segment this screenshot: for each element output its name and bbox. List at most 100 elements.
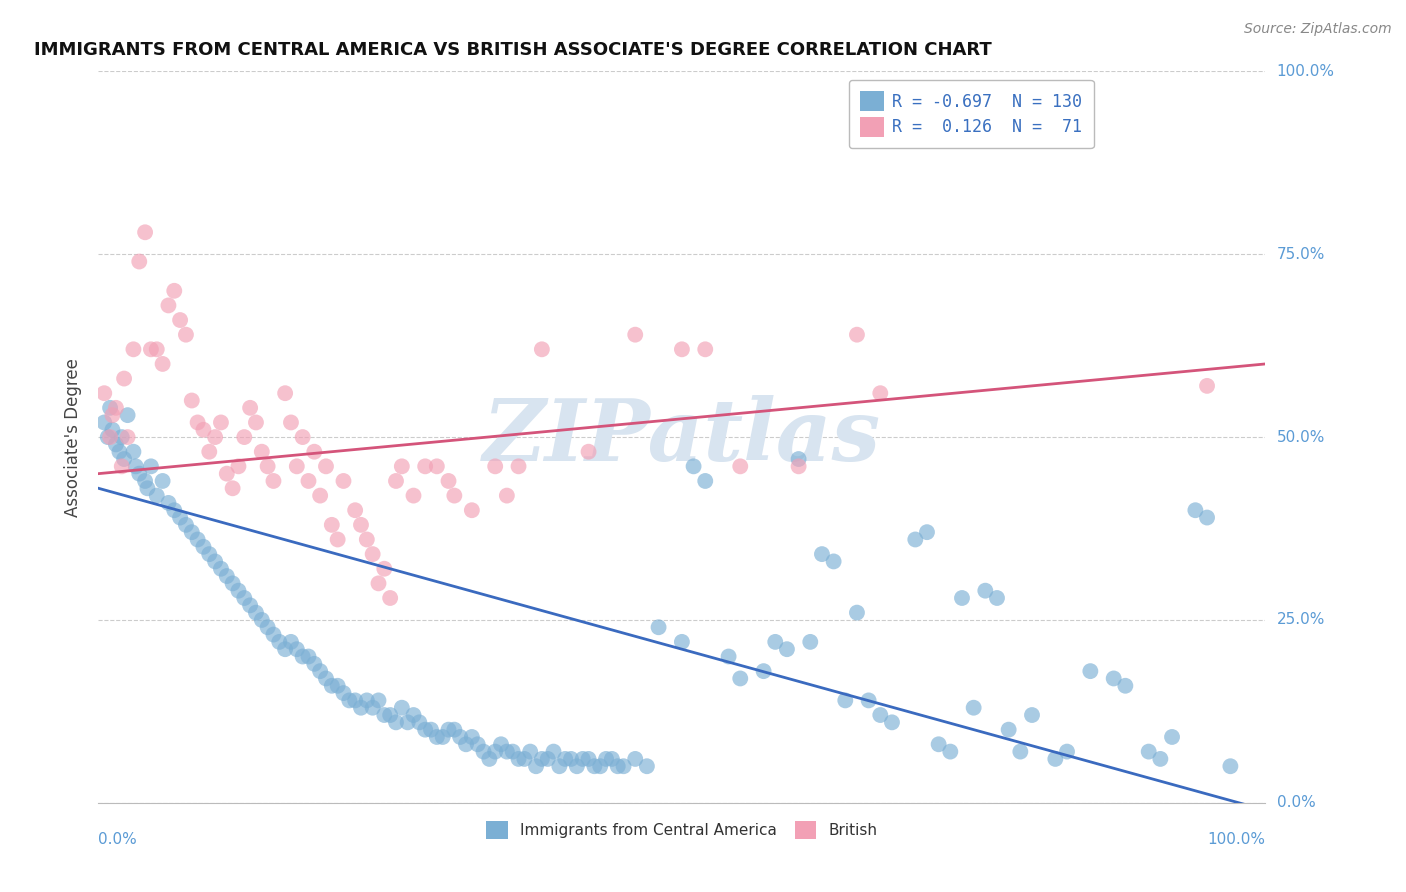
Point [600, 752, 623, 766]
Point [396, 715, 419, 730]
Point [513, 752, 536, 766]
Point [332, 474, 354, 488]
Point [157, 298, 180, 312]
Point [1219, 759, 1241, 773]
Point [350, 700, 373, 714]
Point [209, 562, 232, 576]
Point [215, 569, 238, 583]
Point [297, 474, 319, 488]
Point [437, 723, 460, 737]
Point [1149, 752, 1171, 766]
Point [420, 723, 443, 737]
Point [122, 444, 145, 458]
Point [624, 752, 647, 766]
Point [730, 459, 752, 474]
Point [1197, 379, 1219, 393]
Point [101, 408, 124, 422]
Point [326, 533, 349, 547]
Point [1114, 679, 1136, 693]
Point [974, 583, 997, 598]
Point [939, 745, 962, 759]
Point [108, 444, 131, 458]
Point [198, 444, 221, 458]
Point [128, 254, 150, 268]
Point [321, 517, 343, 532]
Point [1102, 672, 1125, 686]
Text: 75.0%: 75.0% [1277, 247, 1324, 261]
Point [695, 343, 717, 357]
Point [583, 759, 606, 773]
Point [467, 737, 489, 751]
Point [823, 554, 845, 568]
Point [606, 759, 628, 773]
Point [1161, 730, 1184, 744]
Point [461, 503, 484, 517]
Point [730, 672, 752, 686]
Point [315, 459, 337, 474]
Point [502, 745, 524, 759]
Point [256, 459, 278, 474]
Point [228, 583, 250, 598]
Point [682, 459, 704, 474]
Point [1137, 745, 1160, 759]
Point [304, 444, 326, 458]
Point [193, 423, 215, 437]
Point [221, 576, 243, 591]
Point [169, 510, 191, 524]
Point [799, 635, 821, 649]
Point [402, 708, 425, 723]
Point [752, 664, 775, 678]
Point [595, 752, 617, 766]
Point [280, 416, 302, 430]
Point [304, 657, 326, 671]
Point [986, 591, 1008, 605]
Point [245, 606, 267, 620]
Point [612, 759, 634, 773]
Point [169, 313, 191, 327]
Point [233, 591, 256, 605]
Point [950, 591, 973, 605]
Point [408, 715, 430, 730]
Point [134, 474, 156, 488]
Point [811, 547, 834, 561]
Point [1056, 745, 1078, 759]
Point [519, 745, 541, 759]
Point [928, 737, 950, 751]
Point [373, 708, 395, 723]
Point [380, 708, 402, 723]
Point [461, 730, 484, 744]
Point [285, 459, 308, 474]
Point [204, 430, 226, 444]
Point [239, 599, 262, 613]
Point [262, 627, 284, 641]
Point [101, 423, 124, 437]
Point [391, 459, 413, 474]
Point [1080, 664, 1102, 678]
Point [624, 327, 647, 342]
Point [1184, 503, 1206, 517]
Point [496, 489, 519, 503]
Point [198, 547, 221, 561]
Point [858, 693, 880, 707]
Point [426, 730, 449, 744]
Point [787, 452, 810, 467]
Point [163, 503, 186, 517]
Point [112, 371, 135, 385]
Point [437, 474, 460, 488]
Point [180, 393, 202, 408]
Point [157, 496, 180, 510]
Point [187, 416, 209, 430]
Point [187, 533, 209, 547]
Point [904, 533, 927, 547]
Text: 50.0%: 50.0% [1277, 430, 1324, 444]
Point [291, 649, 314, 664]
Point [125, 459, 148, 474]
Point [426, 459, 449, 474]
Point [128, 467, 150, 481]
Point [880, 715, 903, 730]
Point [380, 591, 402, 605]
Point [443, 723, 465, 737]
Point [104, 401, 127, 415]
Point [136, 481, 159, 495]
Point [484, 745, 506, 759]
